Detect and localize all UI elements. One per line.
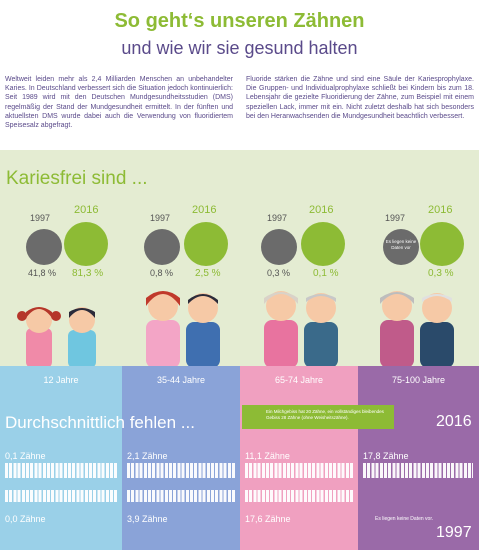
missing-teeth-1997: 3,9 Zähne (127, 514, 168, 524)
no-data-text: Es liegen keine Daten vor. (375, 516, 434, 522)
milk-teeth-note: Ein Milchgebiss hat 20 Zähne, ein vollst… (242, 405, 394, 429)
year-old-label: 1997 (267, 213, 288, 223)
senior-woman-figure (264, 291, 298, 368)
teeth-row-icon (245, 463, 353, 478)
year-old-label: 1997 (385, 213, 406, 223)
teeth-row-icon (127, 463, 235, 478)
page-title: So geht‘s unseren Zähnen (114, 10, 365, 32)
tooth-gray-icon (261, 229, 297, 265)
percent-2016: 81,3 % (72, 268, 104, 279)
band-65-74-jahre (240, 366, 358, 550)
missing-teeth-2016: 11,1 Zähne (245, 451, 290, 461)
age-label: 35-44 Jahre (156, 375, 206, 385)
age-label: 75-100 Jahre (391, 375, 446, 385)
tooth-green-icon (301, 222, 345, 266)
intro-left: Weltweit leiden mehr als 2,4 Milliarden … (5, 76, 233, 130)
fehlen-title: Durchschnittlich fehlen ... (5, 413, 195, 432)
no-data-badge: Es liegen keine Daten vor (383, 229, 419, 265)
year-old-label: 1997 (30, 213, 51, 223)
tooth-green-icon (184, 222, 228, 266)
adult-man-figure (186, 293, 220, 368)
elderly-woman-figure (380, 291, 414, 368)
band-12-jahre (0, 366, 122, 550)
teeth-row-icon (5, 490, 117, 502)
child-girl-figure (17, 307, 61, 368)
teeth-row-icon (245, 490, 353, 502)
senior-man-figure (304, 293, 338, 368)
tooth-gray-icon (26, 229, 62, 265)
band-35-44-jahre (122, 366, 240, 550)
child-boy-figure (68, 307, 96, 368)
percent-2016: 0,3 % (428, 268, 454, 279)
adult-woman-figure (146, 291, 180, 368)
year-new-label: 2016 (309, 204, 334, 216)
missing-teeth-2016: 0,1 Zähne (5, 451, 46, 461)
teeth-row-icon (363, 463, 473, 478)
year-new-label: 2016 (192, 204, 217, 216)
year-old-label: 1997 (150, 213, 171, 223)
age-label: 65-74 Jahre (274, 375, 324, 385)
intro-right: Fluoride stärken die Zähne und sind eine… (246, 76, 474, 120)
year-new-label: 2016 (428, 204, 453, 216)
tooth-green-icon (420, 222, 464, 266)
missing-teeth-2016: 17,8 Zähne (363, 451, 409, 461)
missing-teeth-1997: 0,0 Zähne (5, 514, 46, 524)
year-2016-label: 2016 (436, 413, 472, 430)
page-subtitle: und wie wir sie gesund halten (121, 38, 358, 58)
age-label: 12 Jahre (43, 375, 79, 385)
band-75-100-jahre (358, 366, 479, 550)
percent-2016: 2,5 % (195, 268, 221, 279)
teeth-row-icon (5, 463, 117, 478)
missing-teeth-2016: 2,1 Zähne (127, 451, 168, 461)
kariesfrei-title: Kariesfrei sind ... (6, 168, 148, 189)
percent-2016: 0,1 % (313, 268, 339, 279)
teeth-row-icon (127, 490, 235, 502)
tooth-gray-icon (144, 229, 180, 265)
percent-1997: 0,3 % (267, 268, 291, 278)
missing-teeth-1997: 17,6 Zähne (245, 514, 291, 524)
elderly-man-figure (420, 293, 454, 368)
percent-1997: 0,8 % (150, 268, 174, 278)
percent-1997: 41,8 % (28, 268, 57, 278)
tooth-green-icon (64, 222, 108, 266)
year-new-label: 2016 (74, 204, 99, 216)
people-illustration (17, 291, 454, 368)
year-1997-label: 1997 (436, 524, 472, 541)
